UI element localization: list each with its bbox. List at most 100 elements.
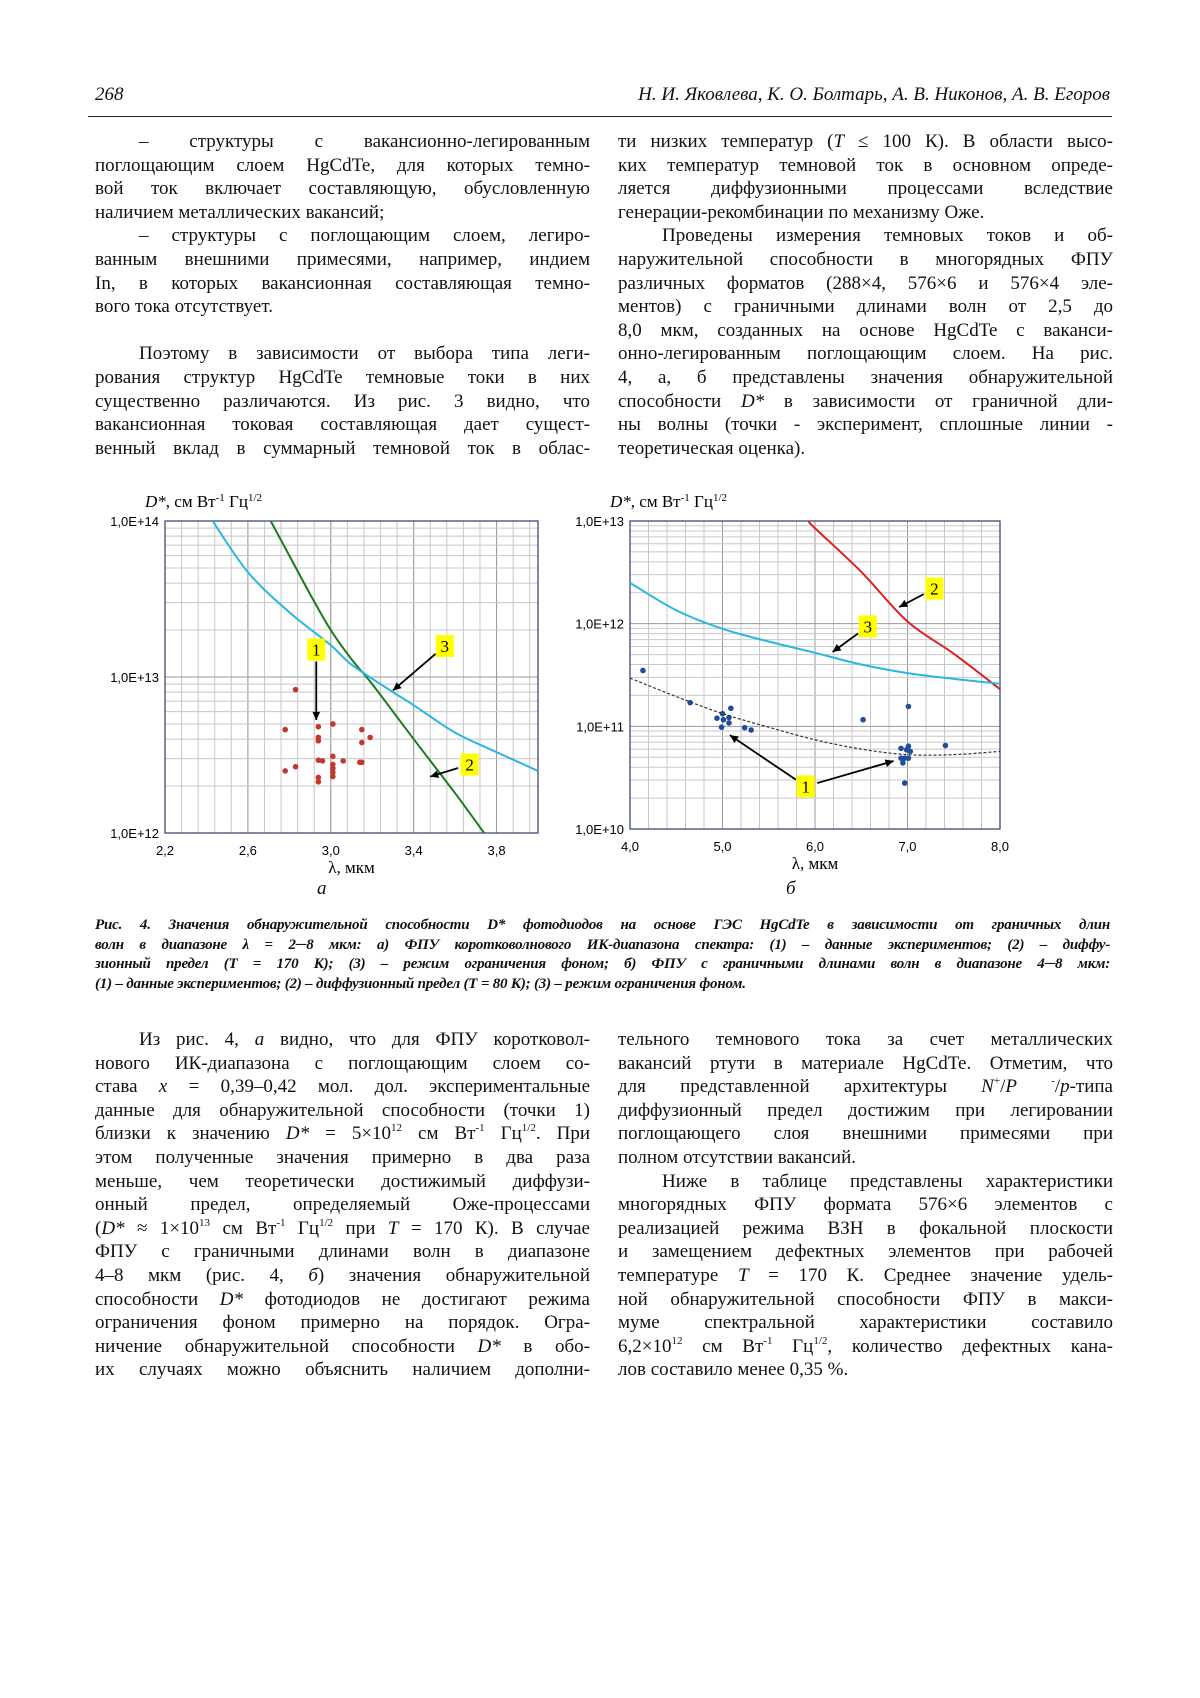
text-line: температуре T = 170 К. Среднее значение … xyxy=(618,1264,1113,1286)
data-point xyxy=(719,710,726,717)
text-line: 4, а, б представлены значения обнаружите… xyxy=(618,366,1113,388)
data-point xyxy=(640,667,646,674)
text-line: (D* ≈ 1×1013 см Вт-1 Гц1/2 при T = 170 К… xyxy=(95,1216,590,1239)
data-point xyxy=(718,724,725,731)
text-line: Из рис. 4, а видно, что для ФПУ коротков… xyxy=(139,1029,591,1050)
header-divider xyxy=(88,116,1112,117)
annotation-label: 1 xyxy=(802,777,811,796)
text-line: ны волны (точки - эксперимент, сплошные … xyxy=(618,414,1113,436)
data-point xyxy=(292,686,299,693)
curve-2 xyxy=(807,521,1000,690)
data-point xyxy=(898,745,904,752)
text-line: наружительной способности в многорядных … xyxy=(618,248,1113,270)
annotation-box xyxy=(858,615,877,638)
data-point xyxy=(748,727,754,733)
paragraph: ти низких температур (T ≤ 100 К). В обла… xyxy=(618,130,1113,224)
paragraph: – структуры с вакансионно-легированным по… xyxy=(95,130,590,224)
data-point xyxy=(315,723,322,730)
x-axis-label: λ, мкм xyxy=(328,858,375,877)
arrow-head-icon xyxy=(392,682,402,691)
data-point xyxy=(367,734,373,741)
figure-caption: Рис. 4. Значения обнаружительной способн… xyxy=(95,916,1110,994)
data-point xyxy=(315,757,322,763)
text-line: реализацией режима ВЗН в фокальной плоск… xyxy=(618,1217,1113,1239)
data-point xyxy=(900,760,906,766)
text-line: Поэтому в зависимости от выбора типа лег… xyxy=(139,343,590,365)
panel-label-a: а xyxy=(317,878,327,899)
paragraph: Ниже в таблице представлены характеристи… xyxy=(618,1170,1113,1382)
data-point xyxy=(315,778,322,785)
annotation-box xyxy=(307,638,326,661)
data-point xyxy=(330,773,336,780)
data-point xyxy=(942,742,949,749)
text-line: Проведены измерения темновых токов и об- xyxy=(662,225,1113,247)
x-tick-label: 2,6 xyxy=(239,843,257,858)
y-tick-label: 1,0E+13 xyxy=(110,670,159,685)
text-line: вакансий ртути в материале HgCdTe. Отмет… xyxy=(618,1052,1113,1074)
x-tick-label: 5,0 xyxy=(713,839,731,854)
arrow-head-icon xyxy=(884,759,894,767)
text-line: существенно различаются. Из рис. 3 видно… xyxy=(95,390,590,412)
y-tick-label: 1,0E+12 xyxy=(110,826,159,841)
data-point xyxy=(720,716,727,723)
text-line: ничение обнаружительной способности D* в… xyxy=(95,1335,590,1357)
text-line: става x = 0,39–0,42 мол. дол. эксперимен… xyxy=(95,1076,590,1098)
text-line: для представленной архитектуры N+/P -/p-… xyxy=(618,1075,1113,1098)
y-tick-label: 1,0E+12 xyxy=(575,617,624,632)
text-line: поглощающим слоем HgCdTe, для которых те… xyxy=(95,154,590,176)
chart-a: 1 3 2 2,2 2,6 3,0 3,4 3,8 1,0E+12 1,0E+13 1,0E+14 λ… xyxy=(110,492,539,877)
text-line: ограничения фоном примерно на порядок. О… xyxy=(95,1312,590,1334)
annotation-label: 1 xyxy=(312,641,321,660)
text-bottom-left: Из рис. 4, а видно, что для ФПУ коротков… xyxy=(95,1028,590,1382)
paragraph: Из рис. 4, а видно, что для ФПУ коротков… xyxy=(95,1028,590,1382)
x-tick-label: 3,0 xyxy=(322,843,340,858)
annotation-label: 2 xyxy=(465,755,474,774)
text-line: лов составило менее 0,35 %. xyxy=(618,1359,849,1381)
x-tick-label: 7,0 xyxy=(898,839,916,854)
data-point xyxy=(905,703,912,710)
data-point xyxy=(330,769,336,776)
data-point xyxy=(687,699,693,706)
curve-2 xyxy=(269,521,485,833)
text-line: меньше, чем теоретически достижимый дифф… xyxy=(95,1170,590,1192)
annotation-box xyxy=(435,635,454,658)
text-line: (1) – данные экспериментов; (2) – диффуз… xyxy=(95,975,746,992)
data-point xyxy=(315,737,322,744)
fit-curve xyxy=(630,677,1000,756)
text-line: ментов) с граничными длинами волн от 2,5… xyxy=(618,296,1113,318)
paragraph: – структуры с поглощающим слоем, легиро-… xyxy=(95,224,590,318)
data-point xyxy=(292,763,299,770)
text-line: – структуры с поглощающим слоем, легиро- xyxy=(139,225,590,247)
arrow-head-icon xyxy=(430,770,440,778)
x-tick-label: 3,8 xyxy=(488,843,506,858)
annotation-label: 3 xyxy=(863,617,872,636)
data-point xyxy=(905,755,912,761)
data-point xyxy=(359,759,365,766)
data-point xyxy=(714,715,720,722)
plot-border xyxy=(164,520,539,834)
paragraph: Проведены измерения темновых токов и об-… xyxy=(618,224,1113,460)
text-line: венный вклад в суммарный темновой ток в … xyxy=(95,437,590,459)
data-point xyxy=(330,765,336,772)
text-line: муме спектральной характеристики состави… xyxy=(618,1312,1113,1334)
chart-b: 2 3 1 4,0 5,0 6,0 7,0 8,0 1,0E+10 1,0E+11 1,0E+12 1… xyxy=(575,492,1009,873)
arrow-line xyxy=(817,760,894,784)
data-point xyxy=(330,753,336,760)
text-line: наличием металлических вакансий; xyxy=(95,201,385,223)
text-line: многорядных ФПУ формата 576×6 элементов … xyxy=(618,1194,1113,1216)
data-point xyxy=(901,780,908,786)
annotation-box xyxy=(796,775,815,798)
text-line: различных форматов (288×4, 576×6 и 576×4… xyxy=(618,272,1113,294)
data-point xyxy=(282,726,288,733)
arrow-line xyxy=(729,734,797,781)
text-line: Ниже в таблице представлены характеристи… xyxy=(662,1170,1113,1192)
arrow-head-icon xyxy=(899,599,909,608)
text-line: поглощающего слоя внешними примесями при xyxy=(618,1123,1113,1145)
text-line: волн в диапазоне λ = 2─8 мкм: а) ФПУ кор… xyxy=(95,936,1110,953)
data-point xyxy=(340,758,347,764)
text-line: 4–8 мкм (рис. 4, б) значения обнаружител… xyxy=(95,1264,590,1286)
text-line: 8,0 мкм, созданных на основе HgCdTe с ва… xyxy=(618,319,1113,341)
text-line: Рис. 4. Значения обнаружительной способн… xyxy=(95,917,1110,933)
text-line: зионный предел (T = 170 К); (3) – режим … xyxy=(95,956,1110,972)
arrow-head-icon xyxy=(832,644,842,652)
